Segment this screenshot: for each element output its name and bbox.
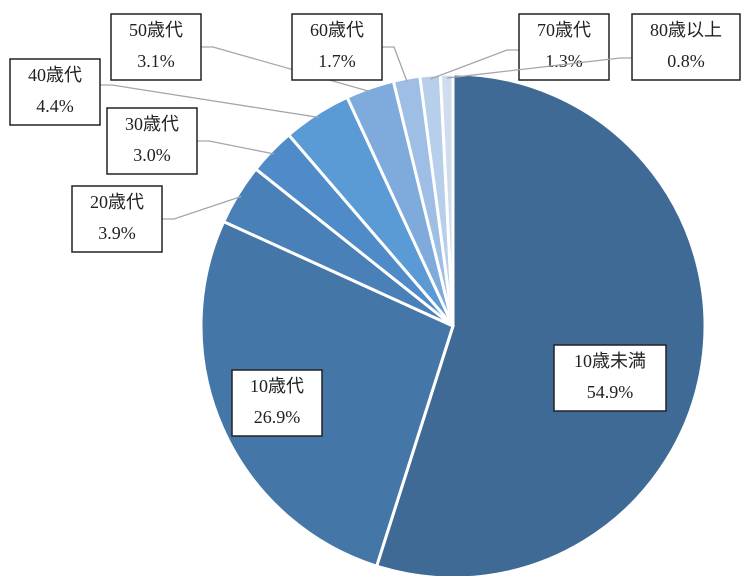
label-value: 3.1% bbox=[137, 51, 175, 71]
leader-line bbox=[446, 57, 632, 79]
label-value: 1.7% bbox=[318, 51, 356, 71]
label-name: 30歳代 bbox=[125, 114, 179, 134]
label-name: 20歳代 bbox=[90, 192, 144, 212]
label-value: 26.9% bbox=[254, 407, 301, 427]
label-value: 3.0% bbox=[133, 145, 171, 165]
label-box bbox=[9, 58, 101, 126]
leader-line bbox=[162, 195, 242, 220]
label-name: 10歳代 bbox=[250, 376, 304, 396]
pie-slice bbox=[438, 72, 455, 327]
label-box bbox=[231, 369, 323, 437]
label-box bbox=[553, 344, 667, 412]
label-value: 54.9% bbox=[587, 382, 634, 402]
label-name: 40歳代 bbox=[28, 65, 82, 85]
pie-slice bbox=[374, 72, 707, 576]
label-value: 3.9% bbox=[98, 223, 136, 243]
label-box bbox=[71, 185, 163, 253]
label-name: 80歳以上 bbox=[650, 20, 722, 40]
label-value: 1.3% bbox=[545, 51, 583, 71]
label-box bbox=[291, 13, 383, 81]
label-name: 50歳代 bbox=[129, 20, 183, 40]
leader-line bbox=[197, 140, 275, 155]
leader-line bbox=[382, 46, 408, 83]
label-box bbox=[518, 13, 610, 81]
leader-line bbox=[430, 49, 519, 80]
label-value: 4.4% bbox=[36, 96, 74, 116]
label-box bbox=[106, 107, 198, 175]
leader-line bbox=[100, 84, 319, 119]
label-name: 70歳代 bbox=[537, 20, 591, 40]
label-box bbox=[110, 13, 202, 81]
label-name: 60歳代 bbox=[310, 20, 364, 40]
label-value: 0.8% bbox=[667, 51, 705, 71]
label-name: 10歳未満 bbox=[574, 351, 646, 371]
label-box bbox=[631, 13, 741, 81]
pie-slice bbox=[199, 219, 455, 569]
